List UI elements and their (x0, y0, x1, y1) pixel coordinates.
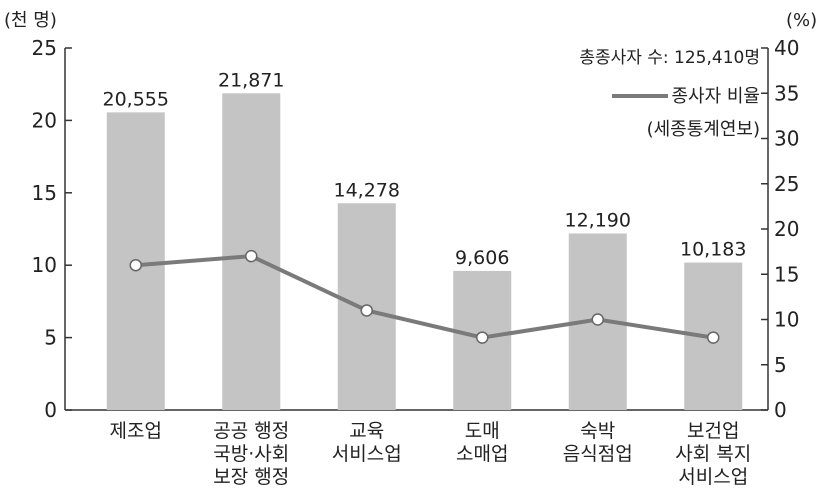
right-tick-label: 35 (774, 81, 799, 105)
left-tick-label: 25 (32, 36, 57, 60)
legend-label: 종사자 비율 (671, 86, 760, 107)
right-tick-label: 15 (774, 262, 799, 286)
ratio-point (129, 258, 142, 272)
category-label: 국방·사회 (213, 443, 289, 465)
right-tick-label: 25 (774, 172, 799, 196)
bar-value-label: 9,606 (455, 247, 509, 269)
category-label: 공공 행정 (213, 420, 289, 442)
left-tick-label: 15 (32, 181, 57, 205)
right-tick-label: 5 (774, 353, 787, 377)
ratio-point (245, 249, 258, 263)
ratio-point (360, 304, 373, 317)
ratio-line (135, 254, 714, 340)
category-label: 숙박 (580, 420, 615, 442)
right-tick-label: 20 (774, 217, 799, 241)
category-label: 도매 (465, 420, 500, 442)
ratio-point (707, 331, 720, 344)
bar-value-label: 10,183 (680, 239, 746, 261)
bar-value-label: 12,190 (565, 209, 631, 231)
left-tick-label: 5 (44, 326, 57, 350)
category-label: 보건업 (687, 420, 739, 442)
total-annotation: 총종사자 수: 125,410명 (579, 48, 760, 68)
category-label: 서비스업 (678, 466, 748, 488)
left-tick-label: 10 (32, 253, 57, 277)
ratio-point (476, 331, 489, 344)
right-tick-label: 10 (774, 308, 799, 332)
right-tick-label: 0 (774, 398, 787, 422)
right-tick-label: 30 (774, 127, 799, 151)
left-tick-label: 20 (32, 108, 57, 132)
category-label: 소매업 (456, 443, 508, 465)
left-tick-label: 0 (44, 398, 57, 422)
category-label: 제조업 (110, 420, 162, 442)
bar-value-label: 21,871 (218, 69, 284, 91)
right-axis-unit: (%) (786, 10, 817, 31)
category-label: 서비스업 (332, 443, 402, 465)
category-label: 사회 복지 (675, 443, 751, 465)
bar-value-label: 14,278 (334, 179, 400, 201)
left-axis-unit: (천 명) (4, 10, 57, 31)
ratio-point (591, 313, 604, 326)
category-label: 음식점업 (563, 443, 633, 465)
bar-value-label: 20,555 (103, 88, 169, 110)
right-tick-label: 40 (774, 36, 799, 60)
category-label: 보장 행정 (213, 466, 289, 488)
source-note: (세종통계연보) (647, 119, 760, 140)
category-label: 교육 (349, 420, 384, 442)
